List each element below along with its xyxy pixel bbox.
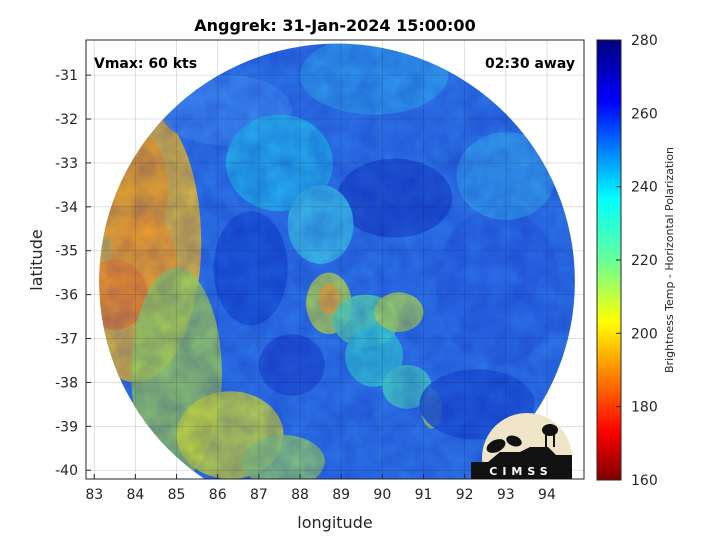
x-axis-label: longitude [297, 513, 372, 532]
colorbar-tick-label: 280 [631, 33, 658, 49]
x-tick-label: 94 [538, 487, 556, 503]
x-tick-label: 84 [126, 487, 144, 503]
y-tick-label: -35 [55, 244, 78, 260]
x-tick-label: 93 [497, 487, 515, 503]
colorbar-tick-label: 220 [631, 253, 658, 269]
vmax-annotation: Vmax: 60 kts [94, 56, 197, 72]
y-tick-label: -34 [55, 200, 78, 216]
x-tick-label: 88 [291, 487, 309, 503]
time-away-annotation: 02:30 away [485, 56, 575, 72]
brightness-temperature-swath [99, 43, 575, 479]
x-tick-label: 90 [373, 487, 391, 503]
y-tick-label: -37 [55, 332, 78, 348]
x-tick-label: 83 [85, 487, 103, 503]
y-axis-label: latitude [27, 229, 46, 290]
colorbar-tick-label: 200 [631, 326, 658, 342]
y-axis-ticks: -31 -32 -33 -34 -35 -36 -37 -38 -39 -40 [55, 68, 91, 479]
colorbar-label: Brightness Temp - Horizontal Polarizatio… [663, 147, 676, 373]
y-tick-label: -33 [55, 156, 78, 172]
y-tick-label: -32 [55, 112, 78, 128]
colorbar-tick-label: 160 [631, 473, 658, 489]
y-tick-label: -39 [55, 419, 78, 435]
colorbar-ticks: 160 180 200 220 240 260 280 [616, 33, 658, 489]
colorbar-tick-label: 180 [631, 400, 658, 416]
axes-frame [85, 39, 585, 480]
x-tick-label: 92 [456, 487, 474, 503]
x-tick-label: 86 [209, 487, 227, 503]
x-axis-ticks: 83 84 85 86 87 88 89 90 91 92 93 94 [85, 474, 556, 503]
y-tick-label: -38 [55, 375, 78, 391]
x-tick-label: 91 [415, 487, 433, 503]
colorbar-tick-label: 240 [631, 180, 658, 196]
y-tick-label: -36 [55, 288, 78, 304]
y-tick-label: -40 [55, 463, 78, 479]
colorbar: 160 180 200 220 240 260 280 Brightness Temp - … [596, 33, 676, 489]
x-tick-label: 85 [168, 487, 186, 503]
cimss-logo: CIMSS [471, 413, 572, 479]
x-tick-label: 89 [332, 487, 350, 503]
x-tick-label: 87 [250, 487, 268, 503]
chart-title: Anggrek: 31-Jan-2024 15:00:00 [194, 16, 475, 35]
y-tick-label: -31 [55, 68, 78, 84]
cimss-logo-text: CIMSS [489, 465, 552, 478]
colorbar-tick-label: 260 [631, 106, 658, 122]
